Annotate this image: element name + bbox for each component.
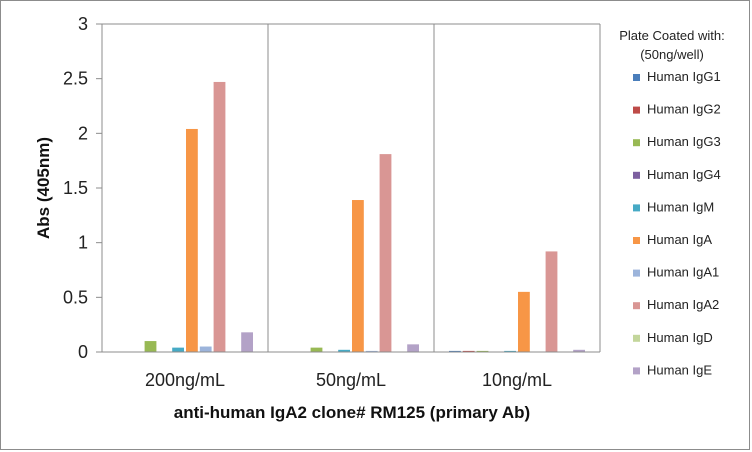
bar [241, 332, 253, 352]
legend-swatch [633, 74, 640, 81]
legend-swatch [633, 269, 640, 277]
legend-title: (50ng/well) [640, 47, 704, 62]
bar [379, 154, 392, 352]
bars-layer [144, 81, 585, 353]
legend-label: Human IgA [647, 232, 712, 247]
bar [352, 200, 364, 352]
bar [449, 350, 461, 352]
y-tick-label: 1.5 [63, 178, 88, 198]
bar [310, 347, 323, 352]
x-tick-label: 200ng/mL [145, 370, 225, 390]
axis-layer: 0 0.5 1 1.5 2 2.5 3 200ng/mL 50ng/mL 10ng/mL [63, 14, 601, 390]
bar [144, 341, 157, 352]
legend-label: Human IgG2 [647, 102, 721, 117]
x-tick-label: 50ng/mL [316, 370, 386, 390]
legend-swatch [633, 106, 640, 114]
legend-swatch [633, 171, 640, 179]
bar [213, 81, 226, 353]
bar [172, 347, 184, 352]
bar [365, 350, 378, 352]
bar [199, 346, 212, 352]
y-axis-title: Abs (405nm) [34, 137, 53, 239]
legend-label: Human IgA2 [647, 297, 719, 312]
bar [545, 251, 558, 352]
bar [518, 291, 530, 352]
bar [338, 349, 350, 352]
grid-layer [267, 24, 435, 352]
legend-title: Plate Coated with: [619, 28, 725, 43]
legend-swatch [633, 237, 640, 244]
legend-swatch [633, 302, 640, 310]
y-tick-label: 3 [78, 14, 88, 34]
bar [407, 344, 419, 352]
legend-label: Human IgG4 [647, 167, 721, 182]
bar [504, 350, 516, 352]
y-tick-label: 0 [78, 342, 88, 362]
bar [476, 350, 489, 352]
legend-label: Human IgM [647, 199, 714, 214]
legend-swatch [633, 139, 640, 147]
y-tick-label: 2 [78, 123, 88, 143]
legend-swatch [633, 367, 640, 375]
legend-label: Human IgG3 [647, 134, 721, 149]
legend: Plate Coated with: (50ng/well) Human IgG1 H… [619, 28, 725, 377]
bar [462, 350, 475, 352]
x-tick-label: 10ng/mL [482, 370, 552, 390]
bar [186, 128, 198, 352]
legend-label: Human IgD [647, 330, 713, 345]
legend-label: Human IgG1 [647, 69, 721, 84]
legend-label: Human IgE [647, 362, 712, 377]
legend-swatch [633, 334, 640, 342]
legend-swatch [633, 204, 640, 212]
y-tick-label: 0.5 [63, 287, 88, 307]
bar [573, 349, 585, 352]
y-tick-label: 1 [78, 233, 88, 253]
x-axis-title: anti-human IgA2 clone# RM125 (primary Ab… [174, 403, 530, 422]
legend-label: Human IgA1 [647, 265, 719, 280]
y-tick-label: 2.5 [63, 69, 88, 89]
